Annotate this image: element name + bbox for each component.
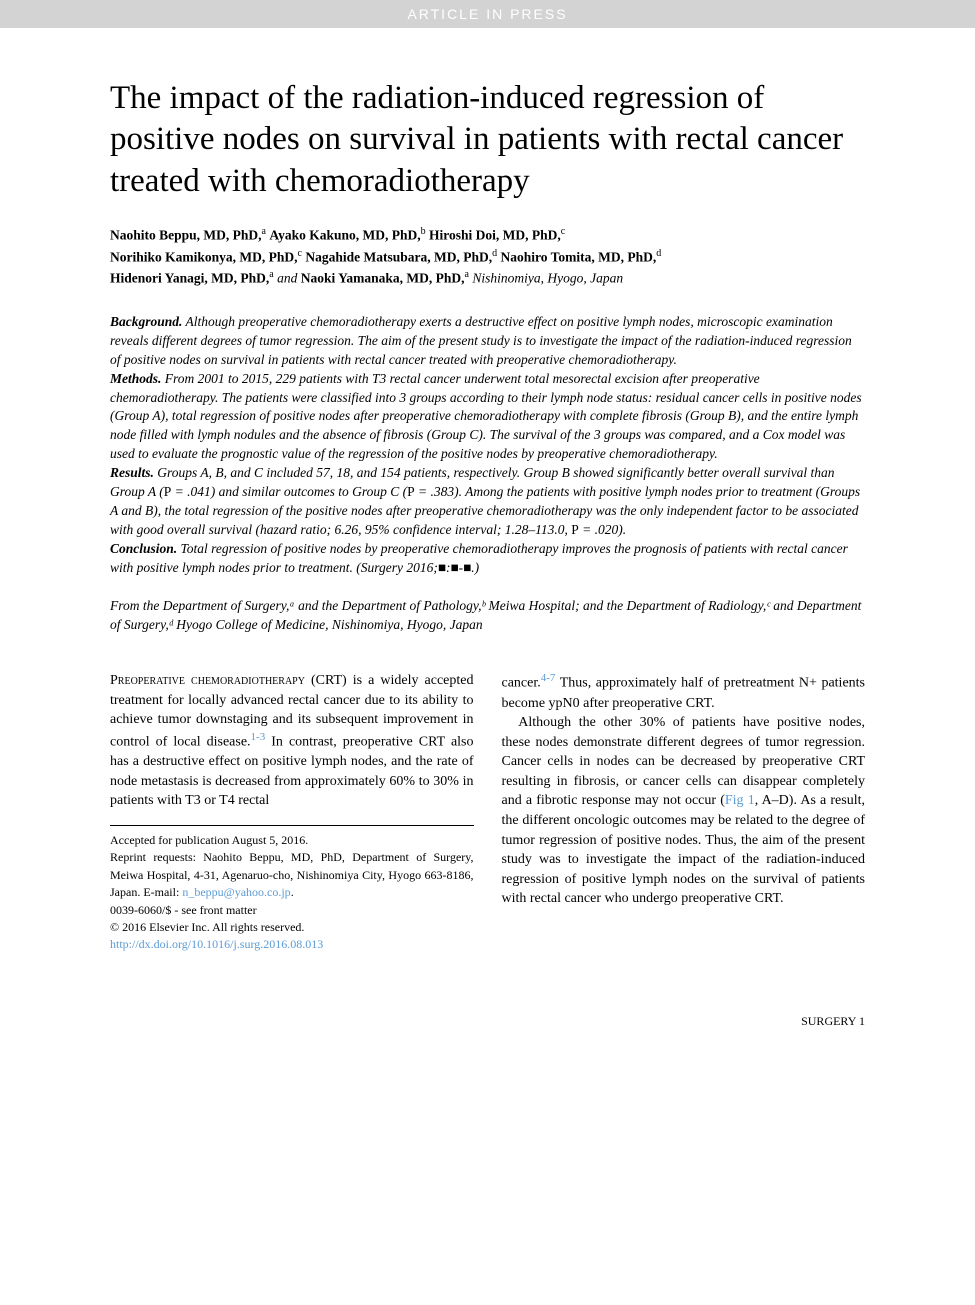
affiliation-marker: a — [465, 269, 469, 280]
body-text: cancer. — [502, 676, 541, 691]
left-column: Preoperative chemoradiotherapy (CRT) is … — [110, 671, 474, 954]
p-value: P — [571, 522, 579, 537]
citation-link[interactable]: 1-3 — [251, 731, 266, 743]
results-text: = .020). — [579, 522, 626, 537]
conclusion-label: Conclusion. — [110, 541, 177, 556]
affiliation-marker: b — [421, 226, 426, 237]
reprint-text: Reprint requests: Naohito Beppu, MD, PhD… — [110, 850, 474, 899]
article-content: The impact of the radiation-induced regr… — [0, 78, 975, 994]
body-columns: Preoperative chemoradiotherapy (CRT) is … — [110, 671, 865, 954]
author-connector: and — [277, 271, 297, 286]
affiliations: From the Department of Surgery,ᵃ and the… — [110, 597, 865, 635]
author: Naohiro Tomita, MD, PhD, — [501, 249, 657, 264]
affiliation-marker: c — [298, 248, 302, 259]
citation-link[interactable]: 4-7 — [541, 672, 556, 684]
background-text: Although preoperative chemoradiotherapy … — [110, 314, 852, 367]
results-text: = .041) and similar outcomes to Group C … — [171, 484, 407, 499]
article-footer-block: Accepted for publication August 5, 2016.… — [110, 825, 474, 954]
background-label: Background. — [110, 314, 182, 329]
methods-text: From 2001 to 2015, 229 patients with T3 … — [110, 371, 862, 462]
affiliation-marker: a — [262, 226, 266, 237]
figure-link[interactable]: Fig 1 — [725, 793, 755, 808]
conclusion-text: Total regression of positive nodes by pr… — [110, 541, 848, 575]
affiliation-marker: d — [656, 248, 661, 259]
reprint-block: Reprint requests: Naohito Beppu, MD, PhD… — [110, 849, 474, 901]
page-footer: SURGERY 1 — [0, 1014, 975, 1029]
body-para-1: Preoperative chemoradiotherapy (CRT) is … — [110, 671, 474, 811]
body-para-2: Although the other 30% of patients have … — [502, 713, 866, 909]
author: Naohito Beppu, MD, PhD, — [110, 227, 262, 242]
author: Ayako Kakuno, MD, PhD, — [269, 227, 420, 242]
body-para-1-cont: cancer.4-7 Thus, approximately half of p… — [502, 671, 866, 713]
body-text: , A–D). As a result, the different oncol… — [502, 793, 866, 906]
article-title: The impact of the radiation-induced regr… — [110, 78, 865, 202]
copyright-text: © 2016 Elsevier Inc. All rights reserved… — [110, 919, 474, 936]
body-text: Thus, approximately half of pretreatment… — [502, 676, 866, 711]
author: Hidenori Yanagi, MD, PhD, — [110, 271, 269, 286]
results-label: Results. — [110, 465, 154, 480]
accepted-date: Accepted for publication August 5, 2016. — [110, 832, 474, 849]
p-value: P — [407, 484, 415, 499]
abstract: Background. Although preoperative chemor… — [110, 313, 865, 577]
author-list: Naohito Beppu, MD, PhD,a Ayako Kakuno, M… — [110, 224, 865, 289]
right-column: cancer.4-7 Thus, approximately half of p… — [502, 671, 866, 954]
affiliation-marker: a — [269, 269, 273, 280]
email-link[interactable]: n_beppu@yahoo.co.jp — [182, 885, 290, 899]
lead-phrase: Preoperative chemoradiotherapy — [110, 673, 305, 688]
author: Hiroshi Doi, MD, PhD, — [429, 227, 561, 242]
methods-label: Methods. — [110, 371, 161, 386]
affiliation-marker: c — [561, 226, 565, 237]
author-location: Nishinomiya, Hyogo, Japan — [472, 271, 623, 286]
doi-link[interactable]: http://dx.doi.org/10.1016/j.surg.2016.08… — [110, 937, 323, 951]
author: Nagahide Matsubara, MD, PhD, — [305, 249, 492, 264]
author: Naoki Yamanaka, MD, PhD, — [301, 271, 465, 286]
issn-text: 0039-6060/$ - see front matter — [110, 902, 474, 919]
affiliation-marker: d — [492, 248, 497, 259]
article-in-press-banner: ARTICLE IN PRESS — [0, 0, 975, 28]
author: Norihiko Kamikonya, MD, PhD, — [110, 249, 298, 264]
